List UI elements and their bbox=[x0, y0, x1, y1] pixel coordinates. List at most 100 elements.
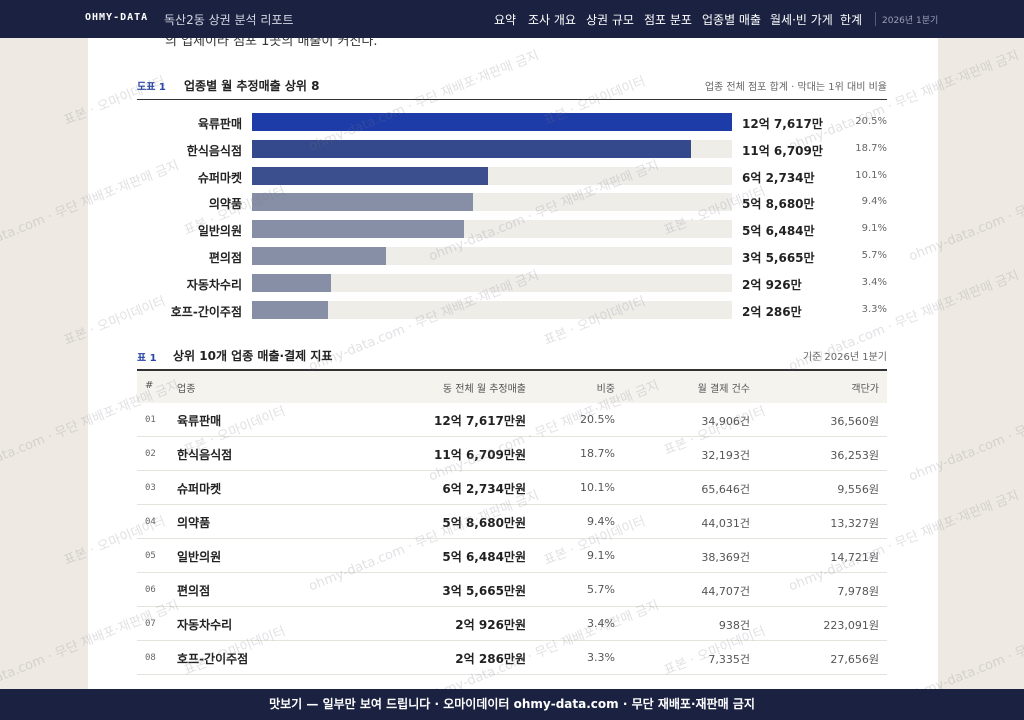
table-cell: 10.1% bbox=[580, 481, 615, 494]
table-cell: 32,193건 bbox=[701, 449, 750, 462]
table-title: 상위 10개 업종 매출·결제 지표 bbox=[173, 349, 333, 363]
table-cell: 02 bbox=[145, 449, 156, 459]
row-rule bbox=[137, 436, 887, 437]
value-label: 2억 926만 bbox=[742, 277, 802, 292]
share-label: 3.3% bbox=[861, 303, 887, 315]
logo[interactable]: OHMY-DATA bbox=[85, 12, 149, 23]
category-label: 일반의원 bbox=[197, 224, 242, 239]
table-cell: 3.4% bbox=[587, 617, 615, 630]
watermark: 표본 · 오마이데이터 bbox=[1021, 74, 1024, 129]
value-label: 12억 7,617만 bbox=[742, 117, 823, 131]
table-cell: 38,369건 bbox=[701, 551, 750, 564]
table-cell: 938건 bbox=[718, 619, 750, 632]
watermark: 표본 · 오마이데이터 bbox=[1021, 294, 1024, 349]
table-cell: 5.7% bbox=[587, 583, 615, 596]
category-label: 한식음식점 bbox=[186, 143, 242, 158]
table-cell: 07 bbox=[145, 619, 156, 629]
table-cell: 27,656원 bbox=[830, 653, 879, 666]
table-cell: 7,978원 bbox=[837, 585, 879, 598]
table-cell: 11억 6,709만원 bbox=[434, 448, 526, 462]
value-label: 6억 2,734만 bbox=[742, 170, 815, 185]
value-label: 5억 6,484만 bbox=[742, 224, 815, 239]
column-header: 동 전체 월 추정매출 bbox=[442, 384, 526, 395]
table-cell: 일반의원 bbox=[177, 550, 222, 564]
table-header-bg bbox=[137, 371, 887, 403]
rule bbox=[137, 369, 887, 371]
figure-title: 업종별 월 추정매출 상위 8 bbox=[184, 79, 320, 93]
share-label: 5.7% bbox=[861, 250, 887, 261]
column-header: 월 결제 건수 bbox=[697, 384, 750, 395]
table-cell: 14,721원 bbox=[830, 551, 879, 564]
table-cell: 01 bbox=[145, 415, 156, 425]
bar bbox=[252, 193, 473, 212]
table-cell: 2억 926만원 bbox=[455, 618, 526, 632]
table-cell: 20.5% bbox=[580, 413, 615, 426]
table-cell: 의약품 bbox=[177, 516, 211, 530]
table-cell: 9.1% bbox=[587, 549, 615, 562]
table-cell: 7,335건 bbox=[708, 653, 750, 666]
share-label: 9.1% bbox=[861, 223, 887, 235]
rule bbox=[137, 99, 887, 100]
table-cell: 자동차수리 bbox=[177, 618, 233, 632]
watermark: 표본 · 오마이데이터 bbox=[1021, 514, 1024, 569]
nav-link[interactable]: 점포 분포 bbox=[644, 13, 692, 27]
table-cell: 36,560원 bbox=[830, 415, 879, 428]
nav-link[interactable]: 월세·빈 가게 bbox=[770, 13, 833, 27]
share-label: 10.1% bbox=[855, 169, 887, 181]
site-title: 독산2동 상권 분석 리포트 bbox=[164, 13, 294, 27]
footer: 맛보기 — 일부만 보여 드립니다 · 오마이데이터 ohmy-data.com… bbox=[0, 689, 1024, 720]
top-nav: OHMY-DATA 독산2동 상권 분석 리포트 요약 조사 개요 상권 규모 점포 분포… bbox=[0, 0, 1024, 38]
bar bbox=[252, 139, 691, 158]
category-label: 자동차수리 bbox=[186, 277, 242, 292]
bar bbox=[252, 166, 488, 185]
figure-note: 업종 전체 점포 합계 · 막대는 1위 대비 비율 bbox=[704, 82, 887, 93]
table-cell: 18.7% bbox=[580, 447, 615, 460]
table-cell: 44,031건 bbox=[701, 517, 750, 530]
column-header: # bbox=[145, 380, 154, 391]
table-cell: 03 bbox=[145, 483, 156, 493]
category-label: 호프-간이주점 bbox=[170, 304, 242, 319]
row-rule bbox=[137, 572, 887, 573]
share-label: 18.7% bbox=[855, 142, 887, 154]
row-rule bbox=[137, 640, 887, 641]
table-cell: 34,906건 bbox=[701, 415, 750, 428]
table-cell: 호프-간이주점 bbox=[177, 652, 249, 666]
figure-label: 도표 1 bbox=[137, 82, 166, 93]
nav-link[interactable]: 조사 개요 bbox=[528, 13, 576, 27]
column-header: 객단가 bbox=[851, 384, 879, 395]
bar bbox=[252, 113, 732, 131]
table-cell: 편의점 bbox=[177, 584, 211, 598]
category-label: 편의점 bbox=[208, 251, 242, 265]
bar-track bbox=[252, 300, 732, 319]
table-cell: 05 bbox=[145, 551, 156, 561]
table-cell: 육류판매 bbox=[177, 414, 222, 428]
category-label: 슈퍼마켓 bbox=[197, 170, 242, 185]
bar bbox=[252, 300, 329, 319]
table-cell: 13,327원 bbox=[830, 517, 879, 530]
bar bbox=[252, 273, 331, 292]
table-cell: 2억 286만원 bbox=[455, 652, 526, 666]
table-cell: 08 bbox=[145, 653, 156, 663]
row-rule bbox=[137, 504, 887, 505]
share-label: 9.4% bbox=[861, 196, 887, 208]
table-cell: 44,707건 bbox=[701, 585, 750, 598]
table-cell: 36,253원 bbox=[830, 449, 879, 462]
nav-link[interactable]: 한계 bbox=[840, 13, 863, 27]
row-rule bbox=[137, 606, 887, 607]
nav-link[interactable]: 상권 규모 bbox=[586, 13, 634, 27]
period: 2026년 1분기 bbox=[882, 16, 939, 26]
share-label: 3.4% bbox=[861, 276, 887, 288]
row-rule bbox=[137, 538, 887, 539]
table-cell: 04 bbox=[145, 517, 156, 527]
table-cell: 223,091원 bbox=[823, 619, 879, 632]
table-cell: 65,646건 bbox=[701, 483, 750, 496]
table-cell: 12억 7,617만원 bbox=[434, 414, 526, 428]
share-label: 20.5% bbox=[855, 116, 887, 127]
nav-link[interactable]: 업종별 매출 bbox=[702, 13, 762, 27]
value-label: 5억 8,680만 bbox=[742, 197, 815, 212]
category-label: 의약품 bbox=[208, 197, 242, 212]
table-cell: 6억 2,734만원 bbox=[442, 482, 526, 496]
nav-link[interactable]: 요약 bbox=[494, 13, 517, 27]
table-cell: 9,556원 bbox=[837, 483, 879, 496]
